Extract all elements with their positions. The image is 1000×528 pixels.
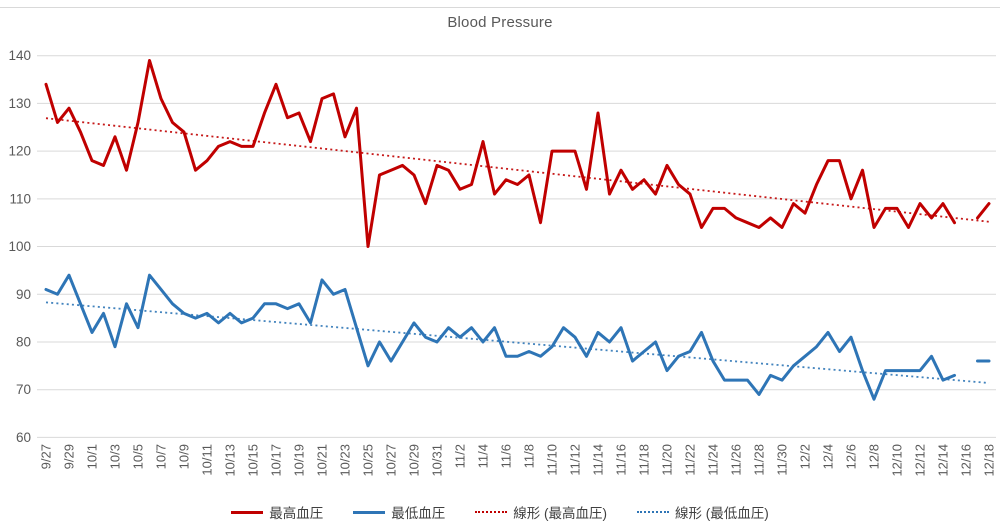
- legend-label-diastolic-trend: 線形 (最低血圧): [675, 506, 769, 521]
- x-tick-label-10/23: 10/23: [338, 444, 353, 477]
- y-tick-label-120: 120: [8, 144, 31, 159]
- x-tick-label-10/31: 10/31: [430, 444, 445, 477]
- x-tick-label-10/15: 10/15: [246, 444, 261, 477]
- legend-item-systolic-trend[interactable]: 線形 (最高血圧): [475, 502, 607, 522]
- y-tick-label-110: 110: [9, 191, 31, 206]
- data-line-series-0: [44, 58, 956, 249]
- x-tick-label-11/26: 11/26: [729, 444, 744, 476]
- y-tick-label-140: 140: [8, 48, 31, 63]
- x-tick-label-10/25: 10/25: [361, 444, 376, 477]
- legend-item-diastolic[interactable]: 最低血圧: [353, 502, 445, 522]
- x-tick-label-10/19: 10/19: [292, 444, 307, 477]
- legend-label-systolic: 最高血圧: [269, 506, 324, 521]
- x-tick-label-10/11: 10/11: [200, 444, 215, 476]
- x-tick-label-10/17: 10/17: [269, 444, 284, 477]
- x-tick-label-11/14: 11/14: [591, 444, 606, 476]
- x-tick-label-11/2: 11/2: [453, 444, 468, 468]
- diastolic-trendline-swatch: [637, 511, 669, 513]
- trendline-series-3: [45, 301, 990, 384]
- chart-top-border: [0, 7, 1000, 8]
- x-tick-label-11/6: 11/6: [499, 444, 514, 468]
- x-tick-label-12/14: 12/14: [936, 444, 951, 477]
- data-line-series-0: [976, 202, 991, 220]
- x-tick-label-10/9: 10/9: [177, 444, 192, 469]
- y-tick-label-130: 130: [8, 96, 31, 111]
- legend-item-systolic[interactable]: 最高血圧: [231, 502, 323, 522]
- x-tick-label-12/8: 12/8: [867, 444, 882, 469]
- x-tick-label-10/7: 10/7: [154, 444, 169, 469]
- x-tick-label-11/20: 11/20: [660, 444, 675, 476]
- x-tick-label-11/12: 11/12: [568, 444, 583, 476]
- y-tick-label-80: 80: [16, 334, 31, 349]
- x-tick-label-11/16: 11/16: [614, 444, 629, 476]
- systolic-trendline-swatch: [475, 511, 508, 513]
- x-tick-label-11/30: 11/30: [775, 444, 790, 476]
- x-tick-label-11/18: 11/18: [637, 444, 652, 476]
- chart-title: Blood Pressure: [447, 14, 553, 31]
- diastolic-line-swatch: [353, 510, 386, 514]
- x-tick-label-9/27: 9/27: [39, 444, 54, 469]
- y-tick-label-100: 100: [8, 239, 31, 254]
- x-tick-label-11/4: 11/4: [476, 444, 491, 468]
- x-tick-label-11/22: 11/22: [683, 444, 698, 476]
- x-tick-label-12/18: 12/18: [982, 444, 997, 477]
- x-tick-label-10/5: 10/5: [131, 444, 146, 469]
- y-tick-label-60: 60: [16, 430, 31, 445]
- x-tick-label-10/1: 10/1: [85, 444, 100, 469]
- x-tick-label-12/10: 12/10: [890, 444, 905, 477]
- y-tick-label-90: 90: [16, 287, 31, 302]
- x-tick-label-10/3: 10/3: [108, 444, 123, 469]
- legend-label-diastolic: 最低血圧: [391, 506, 446, 521]
- chart-legend: 最高血圧 最低血圧 線形 (最高血圧) 線形 (最低血圧): [0, 502, 1000, 522]
- x-tick-label-11/28: 11/28: [752, 444, 767, 476]
- x-tick-label-12/12: 12/12: [913, 444, 928, 477]
- legend-label-systolic-trend: 線形 (最高血圧): [513, 506, 607, 521]
- x-tick-label-11/24: 11/24: [706, 444, 721, 476]
- systolic-line-swatch: [231, 510, 264, 514]
- x-tick-label-11/10: 11/10: [545, 444, 560, 476]
- x-tick-label-10/13: 10/13: [223, 444, 238, 477]
- x-tick-label-12/16: 12/16: [959, 444, 974, 477]
- x-tick-label-10/27: 10/27: [384, 444, 399, 477]
- x-tick-label-12/2: 12/2: [798, 444, 813, 469]
- x-tick-label-12/4: 12/4: [821, 444, 836, 469]
- x-tick-label-9/29: 9/29: [62, 444, 77, 469]
- legend-item-diastolic-trend[interactable]: 線形 (最低血圧): [637, 502, 769, 522]
- y-tick-label-70: 70: [16, 382, 31, 397]
- x-tick-label-10/29: 10/29: [407, 444, 422, 477]
- data-line-series-1: [44, 273, 956, 401]
- x-tick-label-11/8: 11/8: [522, 444, 537, 468]
- x-tick-label-12/6: 12/6: [844, 444, 859, 469]
- x-tick-label-10/21: 10/21: [315, 444, 330, 477]
- trendline-series-2: [45, 117, 990, 223]
